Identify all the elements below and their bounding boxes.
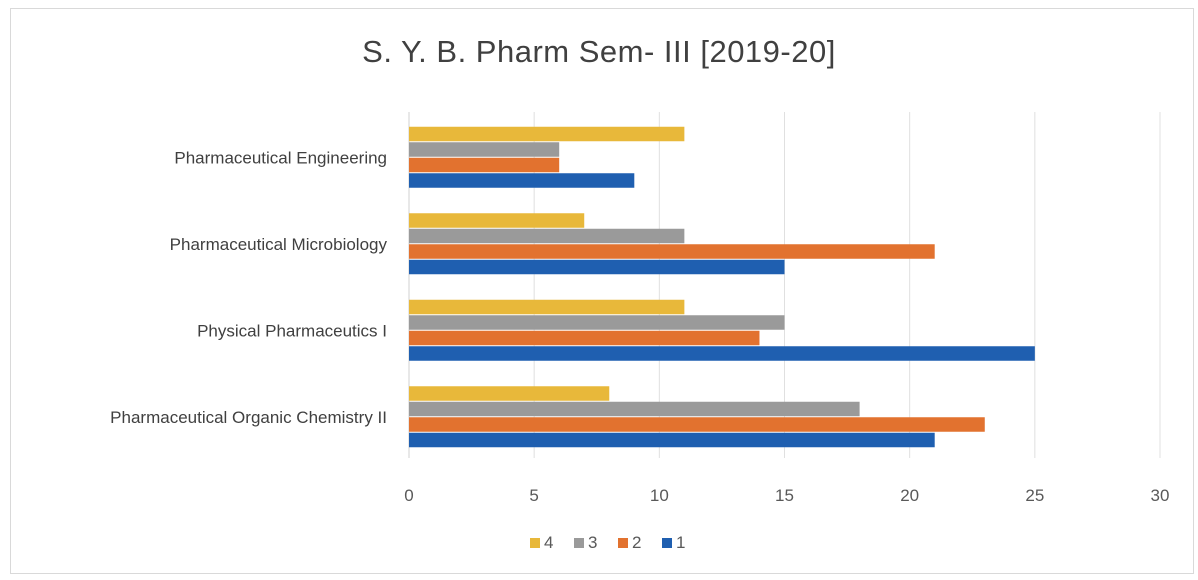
category-label: Physical Pharmaceutics I (197, 321, 387, 340)
bar-series-4 (409, 299, 685, 315)
x-tick-label: 20 (900, 486, 919, 505)
bar-series-4 (409, 213, 585, 228)
category-label: Pharmaceutical Microbiology (170, 235, 388, 254)
chart-title: S. Y. B. Pharm Sem- III [2019-20] (362, 34, 836, 69)
legend: 4 3 2 1 (530, 533, 685, 552)
legend-swatch-1 (662, 538, 672, 548)
category-labels: Pharmaceutical Organic Chemistry II Physi… (110, 148, 387, 427)
legend-swatch-4 (530, 538, 540, 548)
x-tick-label: 0 (404, 486, 413, 505)
bar-series-3 (409, 315, 785, 330)
x-tick-label: 15 (775, 486, 794, 505)
category-label: Pharmaceutical Engineering (174, 148, 387, 167)
legend-label-2: 2 (632, 533, 641, 552)
chart-frame (10, 8, 1194, 574)
bar-series-1 (409, 432, 935, 448)
bar-series-1 (409, 173, 635, 188)
bar-series-3 (409, 142, 560, 157)
bar-series-2 (409, 417, 985, 432)
bars (409, 126, 1035, 448)
legend-swatch-3 (574, 538, 584, 548)
category-label: Pharmaceutical Organic Chemistry II (110, 408, 387, 427)
bar-series-2 (409, 330, 760, 346)
x-tick-label: 25 (1025, 486, 1044, 505)
legend-label-4: 4 (544, 533, 553, 552)
bar-series-2 (409, 244, 935, 259)
bar-series-1 (409, 346, 1035, 361)
legend-label-3: 3 (588, 533, 597, 552)
x-tick-label: 30 (1151, 486, 1170, 505)
bar-series-3 (409, 228, 685, 244)
bar-series-4 (409, 386, 610, 401)
x-tick-labels: 0 5 10 15 20 25 30 (404, 486, 1169, 505)
legend-swatch-2 (618, 538, 628, 548)
bar-series-3 (409, 401, 860, 417)
bar-series-2 (409, 157, 560, 173)
legend-label-1: 1 (676, 533, 685, 552)
bar-series-4 (409, 126, 685, 142)
x-tick-label: 5 (529, 486, 538, 505)
x-tick-label: 10 (650, 486, 669, 505)
bar-series-1 (409, 259, 785, 275)
